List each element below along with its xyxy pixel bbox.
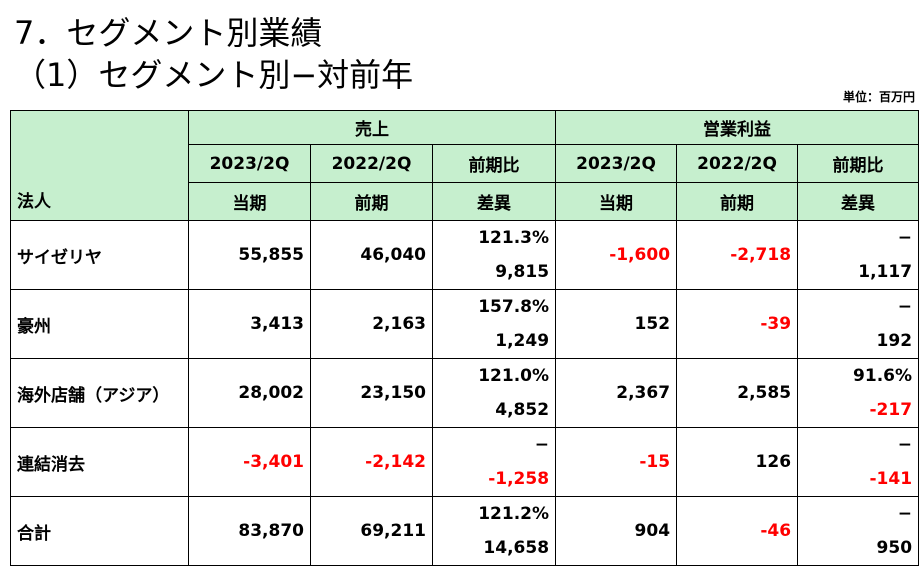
sales-previous: 46,040 [310, 220, 433, 290]
sub-header: 当期 [188, 182, 311, 221]
op-profit-ratio: − [897, 228, 913, 248]
sub-header: 前期 [310, 182, 433, 221]
sales-difference: 9,815 [495, 262, 550, 282]
op-profit-change-cell: − 950 [797, 496, 920, 566]
op-profit-previous: -46 [676, 496, 799, 566]
segment-name: 海外店舗（アジア） [10, 358, 189, 428]
op-profit-ratio: − [897, 504, 913, 524]
sales-previous: 2,163 [310, 289, 433, 359]
sales-current: 55,855 [188, 220, 311, 290]
op-profit-change-cell: 91.6% -217 [797, 358, 920, 428]
sub-header: 前期 [676, 182, 799, 221]
table-row: 豪州 3,413 2,163 157.8% 1,249 152 -39 − 192 [10, 289, 920, 359]
sales-current: 28,002 [188, 358, 311, 428]
segment-name: 合計 [10, 496, 189, 566]
op-profit-current: 2,367 [555, 358, 678, 428]
op-profit-previous: -2,718 [676, 220, 799, 290]
sales-difference: -1,258 [488, 469, 550, 489]
sales-change-cell: − -1,258 [431, 427, 557, 497]
sales-ratio: 121.3% [478, 228, 550, 248]
op-profit-difference: -141 [869, 469, 913, 489]
section-title: 7．セグメント別業績 [14, 14, 323, 52]
period-header: 2023/2Q [188, 144, 311, 183]
op-profit-difference: 192 [876, 331, 913, 351]
op-profit-header: 営業利益 [555, 110, 920, 145]
sales-difference: 1,249 [495, 331, 550, 351]
sales-difference: 14,658 [483, 538, 550, 558]
period-header: 2023/2Q [555, 144, 678, 183]
sub-header: 当期 [555, 182, 678, 221]
sales-change-cell: 121.3% 9,815 [431, 220, 557, 290]
sales-difference: 4,852 [495, 400, 550, 420]
table-row: 連結消去 -3,401 -2,142 − -1,258 -15 126 − -141 [10, 427, 920, 497]
segment-name: 豪州 [10, 289, 189, 359]
sales-ratio: 121.2% [478, 504, 550, 524]
period-header: 前期比 [431, 144, 557, 183]
op-profit-change-cell: − 1,117 [797, 220, 920, 290]
table-row: 海外店舗（アジア） 28,002 23,150 121.0% 4,852 2,367 2,5… [10, 358, 920, 428]
sales-ratio: 157.8% [478, 297, 550, 317]
sales-previous: 23,150 [310, 358, 433, 428]
op-profit-change-cell: − 192 [797, 289, 920, 359]
sales-ratio: − [534, 435, 550, 455]
segment-table: 法人 売上 営業利益 2023/2Q 2022/2Q 前期比 2023/2Q 2… [10, 110, 920, 566]
op-profit-current: -15 [555, 427, 678, 497]
op-profit-previous: 2,585 [676, 358, 799, 428]
sales-current: -3,401 [188, 427, 311, 497]
op-profit-difference: 950 [876, 538, 913, 558]
sales-change-cell: 121.2% 14,658 [431, 496, 557, 566]
sales-change-cell: 157.8% 1,249 [431, 289, 557, 359]
sales-ratio: 121.0% [478, 366, 550, 386]
op-profit-current: 904 [555, 496, 678, 566]
segment-name: サイゼリヤ [10, 220, 189, 290]
period-header: 2022/2Q [676, 144, 799, 183]
period-header: 2022/2Q [310, 144, 433, 183]
sales-change-cell: 121.0% 4,852 [431, 358, 557, 428]
op-profit-current: 152 [555, 289, 678, 359]
op-profit-current: -1,600 [555, 220, 678, 290]
table-row: サイゼリヤ 55,855 46,040 121.3% 9,815 -1,600 -2,718… [10, 220, 920, 290]
sales-previous: -2,142 [310, 427, 433, 497]
op-profit-ratio: − [897, 297, 913, 317]
segment-name: 連結消去 [10, 427, 189, 497]
op-profit-change-cell: − -141 [797, 427, 920, 497]
op-profit-ratio: − [897, 435, 913, 455]
sales-current: 3,413 [188, 289, 311, 359]
page-title: （1）セグメント別−対前年 [14, 56, 414, 94]
op-profit-previous: -39 [676, 289, 799, 359]
sales-current: 83,870 [188, 496, 311, 566]
period-header: 前期比 [797, 144, 920, 183]
op-profit-ratio: 91.6% [853, 366, 913, 386]
op-profit-difference: 1,117 [858, 262, 913, 282]
op-profit-difference: -217 [869, 400, 913, 420]
op-profit-previous: 126 [676, 427, 799, 497]
unit-label: 単位：百万円 [842, 90, 915, 104]
table-row: 合計 83,870 69,211 121.2% 14,658 904 -46 − 950 [10, 496, 920, 566]
sales-header: 売上 [187, 110, 557, 145]
sub-header: 差異 [797, 182, 920, 221]
sales-previous: 69,211 [310, 496, 433, 566]
sub-header: 差異 [431, 182, 557, 221]
corp-header: 法人 [10, 110, 189, 221]
